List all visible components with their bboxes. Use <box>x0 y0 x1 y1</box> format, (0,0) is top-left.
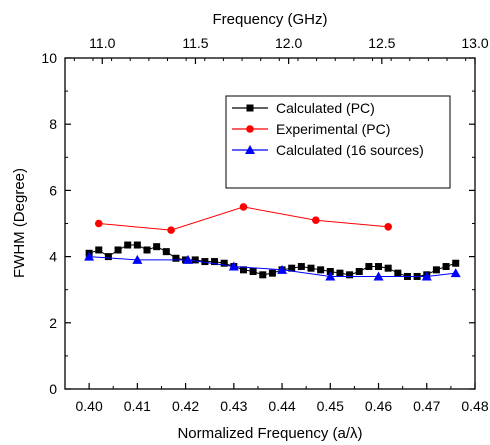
series-3-point <box>373 271 384 281</box>
legend-marker-2 <box>246 125 254 133</box>
top-axis-ticks: 11.0 11.5 12.0 12.5 13.0 <box>73 35 489 64</box>
series-1-point <box>249 267 257 275</box>
y-axis-ticks: 0 2 4 6 8 10 <box>41 50 475 397</box>
y-tick-label: 10 <box>41 50 57 66</box>
series-1-point <box>355 267 363 275</box>
series-1-point <box>452 259 460 267</box>
legend-marker-1 <box>246 104 254 112</box>
series-1-point <box>191 256 199 264</box>
series-3-point <box>277 264 288 274</box>
y-tick-label: 2 <box>49 315 57 331</box>
series-1-point <box>172 254 180 262</box>
series-1-point <box>162 248 170 256</box>
legend-label-1: Calculated (PC) <box>276 100 375 116</box>
series-3-point <box>325 271 336 281</box>
series-2-point <box>167 226 175 234</box>
series-1-point <box>346 271 354 279</box>
series-1-point <box>442 263 450 271</box>
series-1-point <box>211 258 219 266</box>
legend-label-2: Experimental (PC) <box>276 121 390 137</box>
series-2-point <box>239 203 248 211</box>
x-tick-label: 0.42 <box>172 398 199 414</box>
series-1-point <box>259 271 267 279</box>
x-axis-ticks: 0.40 0.41 0.42 0.43 0.44 0.45 0.46 0.47 0.48 <box>75 383 489 414</box>
legend-label-3: Calculated (16 sources) <box>276 142 424 158</box>
series-1-point <box>239 266 247 274</box>
x-tick-label: 0.47 <box>413 398 440 414</box>
series-1-point <box>114 246 122 254</box>
top-tick-label: 12.5 <box>368 35 395 51</box>
top-axis-title: Frequency (GHz) <box>212 11 327 28</box>
series-3-point <box>183 254 193 264</box>
series-3-point <box>132 254 143 264</box>
x-tick-label: 0.48 <box>461 398 488 414</box>
series-1-point <box>394 269 402 277</box>
y-tick-label: 4 <box>49 249 57 265</box>
y-tick-label: 8 <box>49 116 57 132</box>
series-1-point <box>124 241 132 249</box>
top-tick-label: 11.5 <box>182 35 208 51</box>
series-1-point <box>432 266 440 274</box>
series-1-point <box>153 243 161 251</box>
series-1-point <box>95 246 103 254</box>
series-1-point <box>288 264 296 272</box>
series-1-point <box>317 266 325 274</box>
y-tick-label: 6 <box>49 182 57 198</box>
series-2-point <box>384 223 392 231</box>
series-1-point <box>384 264 392 272</box>
series-3-point <box>84 251 95 261</box>
series-1-point <box>365 263 373 271</box>
plot-series <box>84 203 461 281</box>
series-1-point <box>307 264 315 272</box>
x-tick-label: 0.46 <box>365 398 392 414</box>
legend: Calculated (PC) Experimental (PC) Calculat… <box>225 95 451 189</box>
series-3-point <box>228 261 239 271</box>
x-tick-label: 0.44 <box>268 398 295 414</box>
x-tick-label: 0.40 <box>75 398 102 414</box>
y-tick-label: 0 <box>49 381 57 397</box>
series-1-point <box>375 263 383 271</box>
series-1-point <box>297 263 305 271</box>
x-tick-label: 0.45 <box>317 398 344 414</box>
series-2-point <box>94 219 103 228</box>
series-1-point <box>336 269 344 277</box>
legend-marker-3 <box>245 145 255 154</box>
x-axis-title: Normalized Frequency (a/λ) <box>177 425 362 442</box>
top-tick-label: 12.0 <box>275 35 302 51</box>
series-1-point <box>268 269 276 277</box>
series-3-point <box>421 271 432 281</box>
series-1-point <box>104 253 112 261</box>
series-2-point <box>312 216 320 224</box>
series-1-point <box>220 259 228 267</box>
x-tick-label: 0.43 <box>220 398 247 414</box>
series-1-point <box>201 258 209 266</box>
series-1-point <box>143 246 151 254</box>
top-tick-label: 11.0 <box>89 35 115 51</box>
top-tick-label: 13.0 <box>461 35 488 51</box>
series-3-point <box>450 268 461 278</box>
series-1-point <box>133 241 141 249</box>
x-tick-label: 0.41 <box>124 398 151 414</box>
y-axis-title: FWHM (Degree) <box>11 168 28 278</box>
legend-box <box>225 95 451 189</box>
